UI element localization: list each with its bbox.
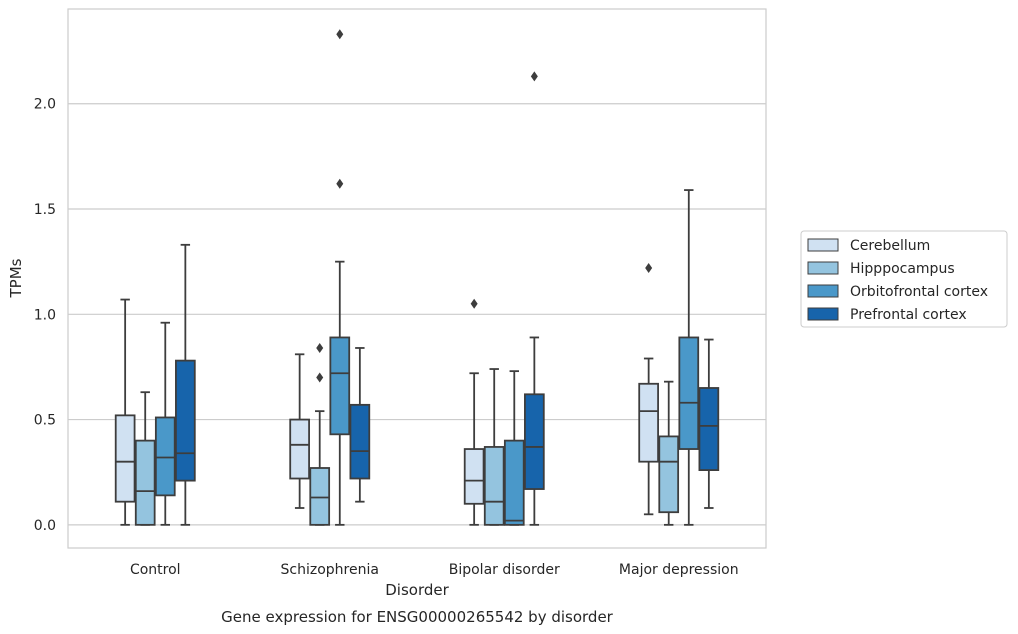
outlier-marker: [316, 372, 324, 383]
box-body: [463, 448, 485, 505]
y-tick-label: 0.5: [34, 413, 56, 429]
box-1-1: [309, 342, 331, 526]
outlier-marker: [530, 71, 538, 82]
box-body: [503, 439, 525, 526]
x-tick-label: Schizophrenia: [281, 562, 379, 578]
box-body: [349, 403, 371, 480]
legend-label: Orbitofrontal cortex: [850, 284, 988, 300]
box-3-2: [678, 189, 700, 526]
outlier-marker: [336, 178, 344, 189]
legend-swatch: [807, 284, 839, 298]
outlier-marker: [336, 29, 344, 40]
outlier-marker: [470, 298, 478, 309]
legend: Cerebellum Hipppocampus Orbitofrontal cort…: [800, 230, 1008, 328]
box-body: [309, 467, 331, 526]
chart-title: Gene expression for ENSG00000265542 by d…: [221, 608, 614, 626]
box-body: [698, 387, 720, 471]
legend-frame: [800, 230, 1008, 328]
box-3-3: [698, 338, 720, 509]
box-body: [678, 336, 700, 450]
y-tick-label: 2.0: [34, 97, 56, 113]
box-1-3: [349, 347, 371, 503]
y-tick-label: 1.5: [34, 202, 56, 218]
box-body: [524, 393, 545, 490]
legend-label: Prefrontal cortex: [850, 307, 967, 323]
box-body: [483, 446, 505, 526]
box-0-0: [114, 298, 136, 526]
outlier-marker: [645, 262, 653, 273]
y-tick-label: 0.0: [34, 518, 56, 534]
legend-label: Hipppocampus: [850, 261, 955, 277]
box-2-1: [483, 368, 505, 526]
y-tick-labels: 0.0 0.5 1.0 1.5 2.0: [34, 97, 56, 534]
boxes: [114, 29, 720, 526]
y-axis-label: TPMs: [7, 258, 25, 298]
box-0-3: [175, 243, 196, 526]
box-1-0: [289, 353, 310, 509]
box-2-3: [524, 71, 545, 526]
box-body: [154, 416, 176, 497]
legend-swatch: [807, 307, 839, 321]
y-tick-label: 1.0: [34, 307, 56, 323]
box-body: [175, 359, 196, 482]
legend-label: Cerebellum: [850, 238, 930, 254]
legend-swatch: [807, 261, 839, 275]
x-tick-label: Bipolar disorder: [449, 562, 560, 578]
x-tick-label: Major depression: [619, 562, 739, 578]
box-3-1: [658, 380, 680, 526]
box-body: [658, 435, 680, 514]
box-body: [289, 418, 310, 480]
box-body: [114, 414, 136, 503]
outlier-marker: [316, 342, 324, 353]
box-0-2: [154, 321, 176, 526]
box-body: [329, 336, 351, 436]
box-3-0: [638, 262, 659, 516]
box-2-2: [503, 370, 525, 526]
box-2-0: [463, 298, 485, 526]
x-axis-label: Disorder: [385, 581, 449, 599]
legend-swatch: [807, 238, 839, 252]
x-tick-labels: Control Schizophrenia Bipolar disorder Majo…: [130, 562, 739, 578]
box-1-2: [329, 29, 351, 526]
box-0-1: [134, 391, 156, 526]
x-tick-label: Control: [130, 562, 181, 578]
box-body: [638, 382, 659, 463]
box-body: [134, 439, 156, 526]
